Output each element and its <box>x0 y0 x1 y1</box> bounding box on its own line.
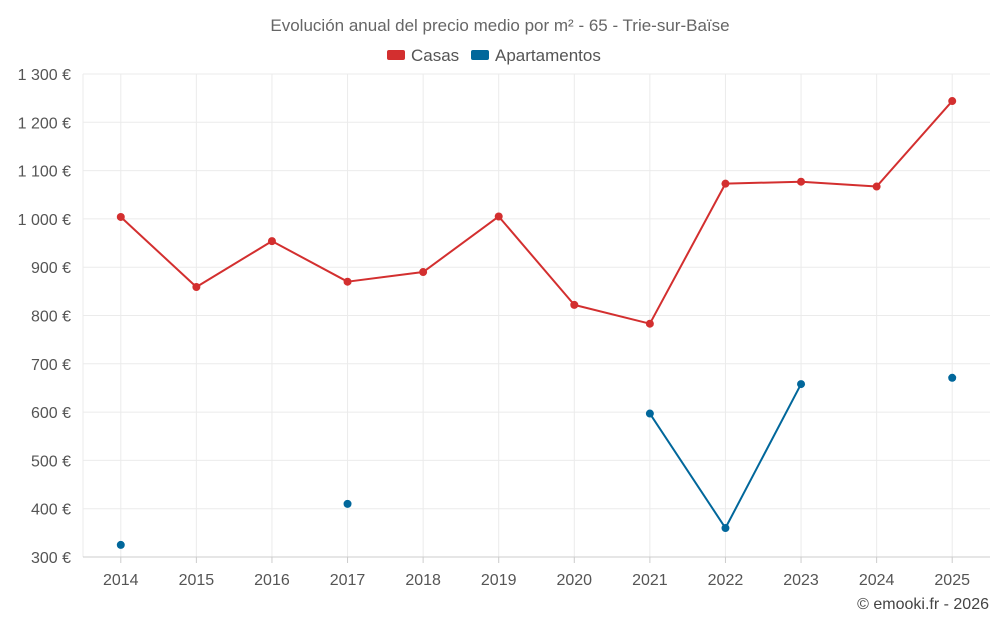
y-tick-label: 1 300 € <box>18 67 71 84</box>
x-tick-label: 2021 <box>632 572 668 589</box>
data-point-apartamentos[interactable] <box>343 499 352 508</box>
y-tick-label: 1 200 € <box>18 115 71 132</box>
data-point-casas[interactable] <box>494 212 503 221</box>
legend-label-casas: Casas <box>411 46 459 65</box>
data-point-apartamentos[interactable] <box>116 540 125 549</box>
y-tick-label: 1 000 € <box>18 212 71 229</box>
x-tick-label: 2017 <box>330 572 366 589</box>
y-tick-label: 700 € <box>31 357 71 374</box>
x-tick-label: 2020 <box>556 572 592 589</box>
series-layer <box>116 97 957 549</box>
x-tick-label: 2024 <box>859 572 895 589</box>
grid <box>83 73 990 558</box>
y-tick-label: 600 € <box>31 405 71 422</box>
legend-swatch-apartamentos <box>471 50 489 60</box>
data-point-casas[interactable] <box>343 277 352 286</box>
x-tick-label: 2025 <box>934 572 970 589</box>
data-point-casas[interactable] <box>948 97 957 106</box>
legend-label-apartamentos: Apartamentos <box>495 46 601 65</box>
data-point-casas[interactable] <box>797 177 806 186</box>
data-point-casas[interactable] <box>872 182 881 191</box>
x-tick-label: 2015 <box>179 572 215 589</box>
data-point-apartamentos[interactable] <box>948 373 957 382</box>
data-point-casas[interactable] <box>570 300 579 309</box>
chart-title: Evolución anual del precio medio por m² … <box>270 16 729 35</box>
x-tick-label: 2019 <box>481 572 517 589</box>
legend[interactable]: Casas Apartamentos <box>387 46 601 65</box>
legend-item-apartamentos[interactable]: Apartamentos <box>471 46 601 65</box>
axes: 300 € 400 € 500 € 600 € 700 € 800 € 900 € 1 000… <box>18 67 990 589</box>
data-point-casas[interactable] <box>721 179 730 188</box>
x-tick-label: 2014 <box>103 572 139 589</box>
x-tick-label: 2022 <box>708 572 744 589</box>
y-tick-label: 800 € <box>31 309 71 326</box>
x-tick-label: 2023 <box>783 572 819 589</box>
data-point-casas[interactable] <box>116 212 125 221</box>
series-apartamentos <box>116 373 957 549</box>
data-point-apartamentos[interactable] <box>797 380 806 389</box>
legend-swatch-casas <box>387 50 405 60</box>
x-tick-label: 2016 <box>254 572 290 589</box>
y-tick-label: 1 100 € <box>18 164 71 181</box>
y-tick-label: 900 € <box>31 260 71 277</box>
data-point-casas[interactable] <box>267 237 276 246</box>
x-tick-label: 2018 <box>405 572 441 589</box>
y-tick-label: 400 € <box>31 502 71 519</box>
series-line-casas <box>120 100 953 325</box>
credit: © emooki.fr - 2026 <box>857 596 989 613</box>
legend-item-casas[interactable]: Casas <box>387 46 459 65</box>
y-tick-label: 500 € <box>31 453 71 470</box>
data-point-casas[interactable] <box>419 268 428 277</box>
y-tick-label: 300 € <box>31 550 71 567</box>
series-casas <box>116 97 957 328</box>
data-point-apartamentos[interactable] <box>721 524 730 533</box>
data-point-casas[interactable] <box>192 283 201 292</box>
data-point-casas[interactable] <box>645 319 654 328</box>
data-point-apartamentos[interactable] <box>645 409 654 418</box>
